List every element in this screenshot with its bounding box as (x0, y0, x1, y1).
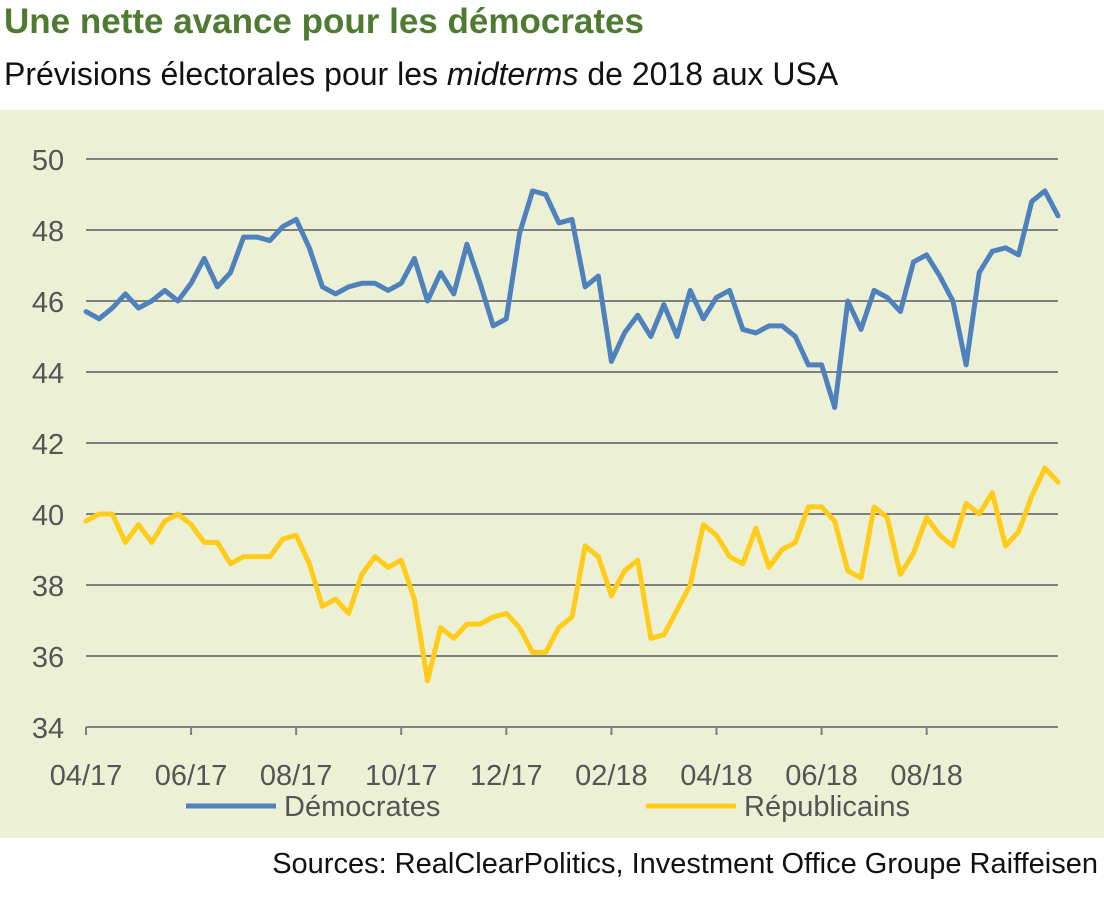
grid-lines (86, 158, 1058, 728)
x-tick-label: 04/18 (680, 760, 753, 792)
line-chart: 34 36 38 40 42 44 46 48 50 04/17 06/17 08/17 10/17 12… (0, 110, 1104, 838)
y-tick-label: 42 (32, 429, 64, 461)
chart-subtitle: Prévisions électorales pour les midterms… (4, 56, 838, 93)
chart-panel: 34 36 38 40 42 44 46 48 50 04/17 06/17 08/17 10/17 12… (0, 110, 1104, 838)
series-lines (83, 188, 1061, 684)
y-tick-label: 44 (32, 358, 64, 390)
y-tick-label: 48 (32, 216, 64, 248)
x-tick-label: 08/18 (890, 760, 963, 792)
source-note: Sources: RealClearPolitics, Investment O… (272, 848, 1098, 880)
x-tick-label: 10/17 (365, 760, 438, 792)
subtitle-italic: midterms (446, 56, 579, 92)
subtitle-after: de 2018 aux USA (578, 56, 839, 92)
series-line-democrates (83, 188, 1061, 410)
series-line-republicains (83, 465, 1061, 684)
x-tick-label: 08/17 (260, 760, 333, 792)
x-tick-label: 04/17 (50, 760, 123, 792)
legend-label: Démocrates (284, 791, 440, 823)
x-tick-label: 12/17 (470, 760, 543, 792)
legend: Démocrates Républicains (186, 791, 910, 823)
y-tick-label: 40 (32, 500, 64, 532)
y-tick-label: 34 (32, 713, 64, 745)
x-tick-label: 06/18 (785, 760, 858, 792)
x-tick-label: 06/17 (155, 760, 228, 792)
x-tick-label: 02/18 (575, 760, 648, 792)
legend-label: Républicains (744, 791, 910, 823)
chart-background (0, 110, 1104, 838)
y-tick-label: 36 (32, 642, 64, 674)
y-tick-label: 46 (32, 287, 64, 319)
chart-title: Une nette avance pour les démocrates (4, 2, 644, 41)
axes: 34 36 38 40 42 44 46 48 50 04/17 06/17 08/17 10/17 12… (32, 145, 963, 792)
y-tick-label: 38 (32, 571, 64, 603)
y-tick-label: 50 (32, 145, 64, 177)
subtitle-before: Prévisions électorales pour les (4, 56, 447, 92)
